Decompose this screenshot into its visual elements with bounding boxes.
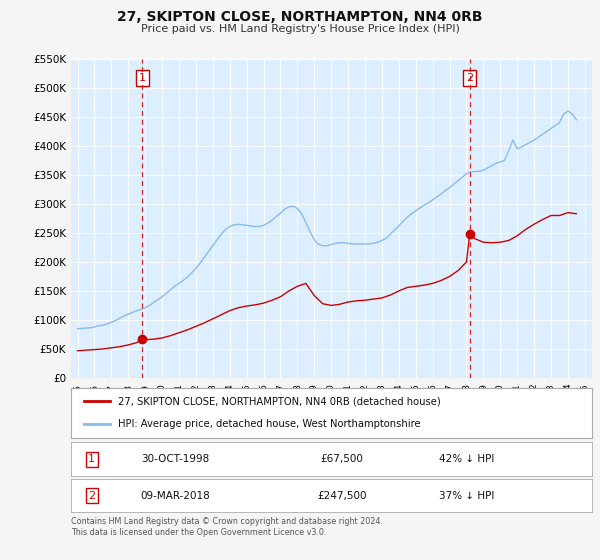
- Text: 1: 1: [88, 454, 95, 464]
- Text: 27, SKIPTON CLOSE, NORTHAMPTON, NN4 0RB: 27, SKIPTON CLOSE, NORTHAMPTON, NN4 0RB: [117, 10, 483, 24]
- Text: 2: 2: [466, 73, 473, 83]
- Text: 27, SKIPTON CLOSE, NORTHAMPTON, NN4 0RB (detached house): 27, SKIPTON CLOSE, NORTHAMPTON, NN4 0RB …: [118, 396, 440, 406]
- Text: 1: 1: [139, 73, 146, 83]
- Text: Price paid vs. HM Land Registry's House Price Index (HPI): Price paid vs. HM Land Registry's House …: [140, 24, 460, 34]
- Text: HPI: Average price, detached house, West Northamptonshire: HPI: Average price, detached house, West…: [118, 419, 420, 430]
- Text: 37% ↓ HPI: 37% ↓ HPI: [439, 491, 494, 501]
- Text: £247,500: £247,500: [317, 491, 367, 501]
- Text: 09-MAR-2018: 09-MAR-2018: [140, 491, 210, 501]
- Text: Contains HM Land Registry data © Crown copyright and database right 2024.
This d: Contains HM Land Registry data © Crown c…: [71, 517, 383, 537]
- Text: 30-OCT-1998: 30-OCT-1998: [141, 454, 209, 464]
- Text: 42% ↓ HPI: 42% ↓ HPI: [439, 454, 494, 464]
- Text: £67,500: £67,500: [320, 454, 363, 464]
- Text: 2: 2: [88, 491, 95, 501]
